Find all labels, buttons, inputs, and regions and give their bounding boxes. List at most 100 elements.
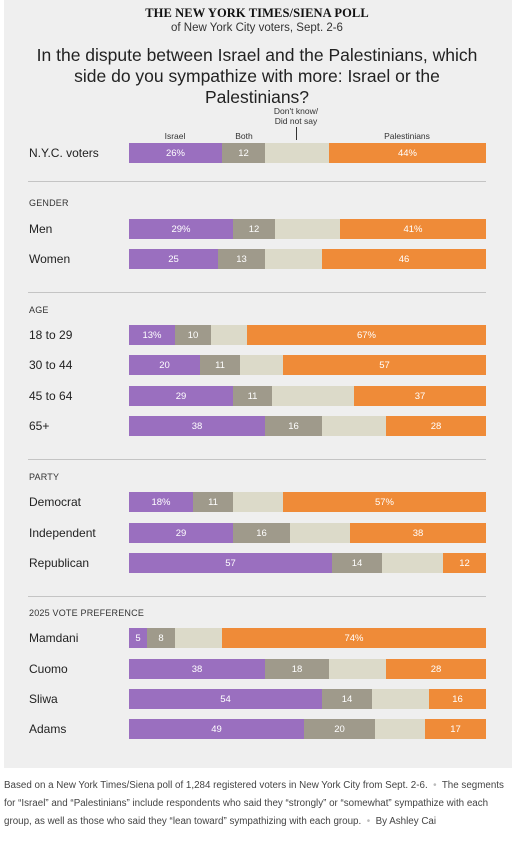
section-divider bbox=[28, 596, 486, 597]
dont-know-segment bbox=[372, 689, 429, 709]
data-label: 5 bbox=[135, 632, 141, 644]
data-label: 46 bbox=[398, 253, 410, 265]
stacked-bar: 38 18 28 bbox=[129, 659, 486, 679]
dont-know-segment bbox=[272, 386, 354, 406]
row-label: 30 to 44 bbox=[29, 358, 73, 372]
row-label: Republican bbox=[29, 556, 90, 570]
data-label: 16 bbox=[288, 420, 299, 432]
row-label: Independent bbox=[29, 526, 96, 540]
column-header-dont-know-2: Did not say bbox=[274, 116, 318, 126]
israel-segment: 5 bbox=[129, 628, 147, 648]
row-label: Adams bbox=[29, 722, 67, 736]
data-label: 13% bbox=[142, 329, 162, 341]
data-label: 29 bbox=[175, 527, 187, 539]
israel-segment: 49 bbox=[129, 719, 304, 739]
data-label: 57 bbox=[379, 359, 390, 371]
israel-segment: 29 bbox=[129, 386, 233, 406]
survey-question: In the dispute between Israel and the Pa… bbox=[36, 45, 478, 107]
both-segment: 12 bbox=[233, 219, 275, 239]
palestinians-segment: 57 bbox=[283, 355, 486, 375]
row-label: Women bbox=[29, 252, 71, 266]
israel-segment: 13% bbox=[129, 325, 175, 345]
both-segment: 16 bbox=[265, 416, 322, 436]
dont-know-segment bbox=[240, 355, 283, 375]
israel-segment: 38 bbox=[129, 659, 265, 679]
data-label: 14 bbox=[351, 557, 363, 569]
dont-know-segment bbox=[275, 219, 340, 239]
row-label: N.Y.C. voters bbox=[29, 146, 99, 160]
data-label: 12 bbox=[459, 557, 470, 569]
stacked-bar: 38 16 28 bbox=[129, 416, 486, 436]
data-label: 26% bbox=[165, 147, 185, 159]
row-label: 45 to 64 bbox=[29, 389, 73, 403]
column-header-dont-know-1: Don't know/ bbox=[273, 106, 319, 116]
data-label: 20 bbox=[334, 723, 345, 735]
data-label: 12 bbox=[238, 147, 249, 159]
palestinians-segment: 17 bbox=[425, 719, 486, 739]
data-label: 41% bbox=[403, 223, 423, 235]
israel-segment: 57 bbox=[129, 553, 332, 573]
stacked-bar: 29 11 37 bbox=[129, 386, 486, 406]
data-label: 20 bbox=[159, 359, 170, 371]
palestinians-segment: 16 bbox=[429, 689, 486, 709]
both-segment: 8 bbox=[147, 628, 175, 648]
footnote-source: Based on a New York Times/Siena poll of … bbox=[4, 780, 428, 791]
data-label: 38 bbox=[191, 420, 203, 432]
section-heading: GENDER bbox=[29, 198, 69, 208]
stacked-bar: 57 14 12 bbox=[129, 553, 486, 573]
stacked-bar: 18% 11 57% bbox=[129, 492, 486, 512]
column-header-both: Both bbox=[235, 131, 253, 141]
israel-segment: 38 bbox=[129, 416, 265, 436]
dont-know-segment bbox=[290, 523, 350, 543]
data-label: 8 bbox=[158, 632, 164, 644]
data-label: 18 bbox=[291, 663, 303, 675]
section-divider bbox=[28, 181, 486, 182]
data-label: 74% bbox=[344, 632, 364, 644]
stacked-bar: 5 8 74% bbox=[129, 628, 486, 648]
poll-subtitle: of New York City voters, Sept. 2-6 bbox=[171, 22, 343, 34]
palestinians-segment: 74% bbox=[222, 628, 486, 648]
stacked-bar: 25 13 46 bbox=[129, 249, 486, 269]
israel-segment: 18% bbox=[129, 492, 193, 512]
palestinians-segment: 28 bbox=[386, 416, 486, 436]
israel-segment: 54 bbox=[129, 689, 322, 709]
both-segment: 16 bbox=[233, 523, 290, 543]
israel-segment: 29% bbox=[129, 219, 233, 239]
data-label: 16 bbox=[452, 693, 463, 705]
row-label: Democrat bbox=[29, 495, 82, 509]
data-label: 29 bbox=[175, 390, 187, 402]
data-label: 16 bbox=[256, 527, 267, 539]
both-segment: 11 bbox=[200, 355, 240, 375]
data-label: 28 bbox=[430, 663, 442, 675]
footnote-separator: • bbox=[430, 780, 440, 791]
data-label: 17 bbox=[450, 723, 461, 735]
israel-segment: 29 bbox=[129, 523, 233, 543]
palestinians-segment: 37 bbox=[354, 386, 486, 406]
section-heading: AGE bbox=[29, 305, 49, 315]
dont-know-segment bbox=[322, 416, 386, 436]
stacked-bar: 29% 12 41% bbox=[129, 219, 486, 239]
palestinians-segment: 12 bbox=[443, 553, 486, 573]
footnote-byline: By Ashley Cai bbox=[375, 816, 437, 827]
footnote: Based on a New York Times/Siena poll of … bbox=[4, 777, 508, 831]
stacked-bar: 29 16 38 bbox=[129, 523, 486, 543]
both-segment: 18 bbox=[265, 659, 329, 679]
palestinians-segment: 57% bbox=[283, 492, 486, 512]
row-label: Sliwa bbox=[29, 692, 58, 706]
palestinians-segment: 38 bbox=[350, 523, 486, 543]
section-divider bbox=[28, 292, 486, 293]
data-label: 37 bbox=[414, 390, 426, 402]
stacked-bar: 20 11 57 bbox=[129, 355, 486, 375]
row-label: Mamdani bbox=[29, 631, 79, 645]
dont-know-segment bbox=[211, 325, 247, 345]
data-label: 25 bbox=[168, 253, 179, 265]
dont-know-segment bbox=[233, 492, 283, 512]
column-header-tick bbox=[296, 127, 297, 140]
data-label: 18% bbox=[151, 496, 171, 508]
section-heading: 2025 VOTE PREFERENCE bbox=[29, 608, 145, 618]
data-label: 14 bbox=[341, 693, 353, 705]
both-segment: 11 bbox=[193, 492, 233, 512]
both-segment: 14 bbox=[322, 689, 372, 709]
both-segment: 10 bbox=[175, 325, 211, 345]
data-label: 38 bbox=[412, 527, 424, 539]
